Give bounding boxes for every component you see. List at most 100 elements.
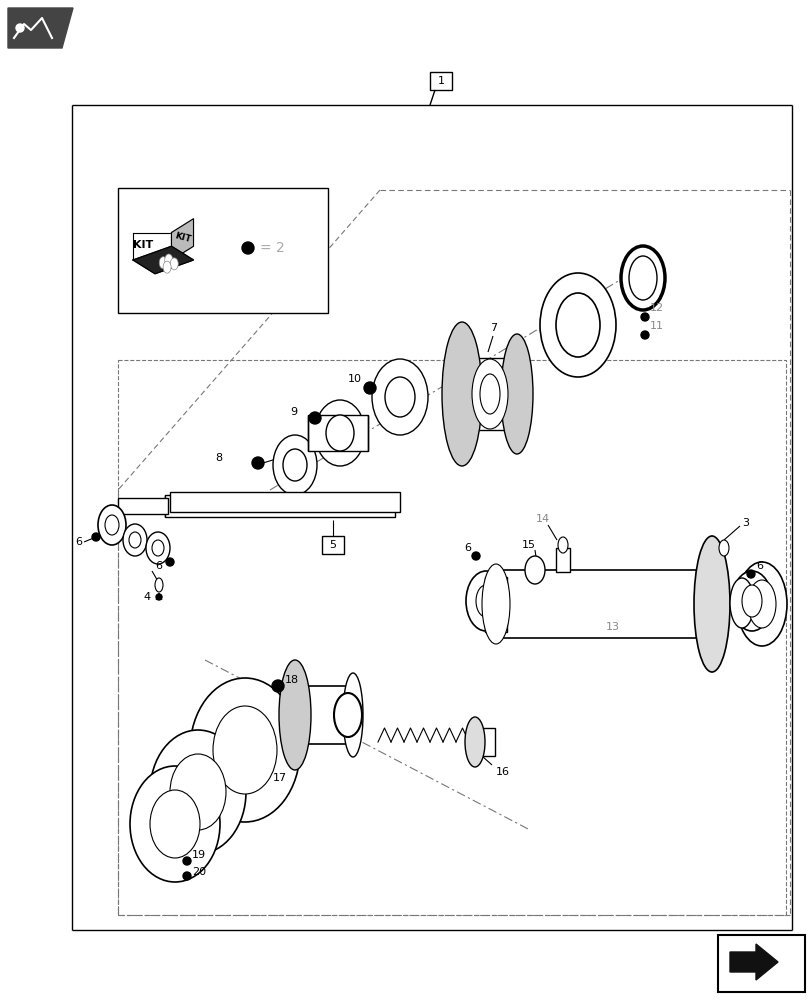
- Text: 13: 13: [605, 622, 620, 632]
- Ellipse shape: [384, 377, 414, 417]
- Ellipse shape: [272, 435, 316, 495]
- Bar: [165, 495, 394, 517]
- Ellipse shape: [152, 540, 164, 556]
- Ellipse shape: [122, 524, 147, 556]
- Circle shape: [746, 570, 754, 578]
- Bar: [294, 686, 353, 744]
- Ellipse shape: [731, 571, 771, 631]
- Text: 10: 10: [348, 374, 362, 384]
- Circle shape: [471, 552, 479, 560]
- Ellipse shape: [283, 449, 307, 481]
- Circle shape: [309, 412, 320, 424]
- Ellipse shape: [150, 730, 246, 854]
- Ellipse shape: [525, 556, 544, 584]
- Text: 12: 12: [649, 303, 663, 313]
- Ellipse shape: [212, 706, 277, 794]
- Text: 20: 20: [191, 867, 206, 877]
- Ellipse shape: [479, 374, 500, 414]
- Ellipse shape: [465, 717, 484, 767]
- Text: 5: 5: [329, 540, 336, 550]
- Text: 7: 7: [489, 323, 496, 333]
- Ellipse shape: [557, 537, 568, 553]
- Ellipse shape: [466, 571, 505, 631]
- Ellipse shape: [441, 322, 482, 466]
- Text: 17: 17: [272, 773, 287, 783]
- Polygon shape: [171, 219, 193, 260]
- Ellipse shape: [471, 359, 508, 429]
- Circle shape: [640, 331, 648, 339]
- Polygon shape: [8, 8, 73, 48]
- Polygon shape: [133, 246, 193, 274]
- Ellipse shape: [729, 578, 753, 628]
- Ellipse shape: [163, 261, 171, 273]
- Circle shape: [182, 857, 191, 865]
- Bar: [556, 548, 569, 572]
- Text: 19: 19: [191, 850, 206, 860]
- Ellipse shape: [155, 578, 163, 592]
- Ellipse shape: [159, 257, 167, 269]
- Text: 14: 14: [535, 514, 549, 524]
- Ellipse shape: [325, 415, 354, 451]
- Circle shape: [272, 680, 284, 692]
- Text: 8: 8: [215, 453, 222, 463]
- Ellipse shape: [693, 536, 729, 672]
- Text: 15: 15: [521, 540, 535, 550]
- Ellipse shape: [718, 540, 728, 556]
- Bar: [461, 358, 517, 430]
- Ellipse shape: [150, 790, 200, 858]
- Ellipse shape: [629, 256, 656, 300]
- Ellipse shape: [129, 532, 141, 548]
- Bar: [717, 935, 804, 992]
- Bar: [118, 360, 785, 915]
- Ellipse shape: [279, 660, 311, 770]
- Bar: [169, 492, 400, 512]
- Ellipse shape: [342, 673, 363, 757]
- Text: 6: 6: [463, 543, 470, 553]
- Text: 9: 9: [290, 407, 297, 417]
- Text: KIT: KIT: [133, 240, 152, 250]
- Polygon shape: [729, 944, 777, 980]
- Text: 4: 4: [143, 592, 150, 602]
- Circle shape: [251, 457, 264, 469]
- Text: 18: 18: [285, 675, 298, 685]
- Ellipse shape: [333, 693, 362, 737]
- Ellipse shape: [98, 505, 126, 545]
- Circle shape: [156, 594, 162, 600]
- Ellipse shape: [169, 754, 225, 830]
- Ellipse shape: [475, 585, 496, 617]
- Polygon shape: [133, 232, 171, 260]
- Circle shape: [640, 313, 648, 321]
- Ellipse shape: [620, 246, 664, 310]
- Ellipse shape: [315, 400, 365, 466]
- Ellipse shape: [500, 334, 532, 454]
- Circle shape: [16, 24, 24, 32]
- Text: 16: 16: [496, 767, 509, 777]
- Bar: [322, 536, 344, 554]
- Ellipse shape: [371, 359, 427, 435]
- Ellipse shape: [190, 678, 299, 822]
- Circle shape: [242, 242, 254, 254]
- Circle shape: [165, 558, 174, 566]
- Text: 1: 1: [437, 76, 444, 86]
- Bar: [118, 188, 328, 313]
- Text: 11: 11: [649, 321, 663, 331]
- Circle shape: [92, 533, 100, 541]
- Text: 3: 3: [741, 518, 748, 528]
- Bar: [430, 72, 452, 90]
- Ellipse shape: [165, 254, 173, 266]
- Bar: [491, 570, 711, 638]
- Ellipse shape: [105, 515, 119, 535]
- Ellipse shape: [170, 258, 178, 270]
- Ellipse shape: [556, 293, 599, 357]
- Text: 6: 6: [755, 561, 762, 571]
- Ellipse shape: [539, 273, 616, 377]
- Ellipse shape: [130, 766, 220, 882]
- Text: = 2: = 2: [260, 241, 285, 255]
- Text: 6: 6: [155, 561, 162, 571]
- Bar: [118, 498, 168, 514]
- Circle shape: [182, 872, 191, 880]
- Text: KIT: KIT: [173, 232, 191, 244]
- Bar: [307, 415, 367, 451]
- Text: 6: 6: [75, 537, 82, 547]
- Circle shape: [363, 382, 375, 394]
